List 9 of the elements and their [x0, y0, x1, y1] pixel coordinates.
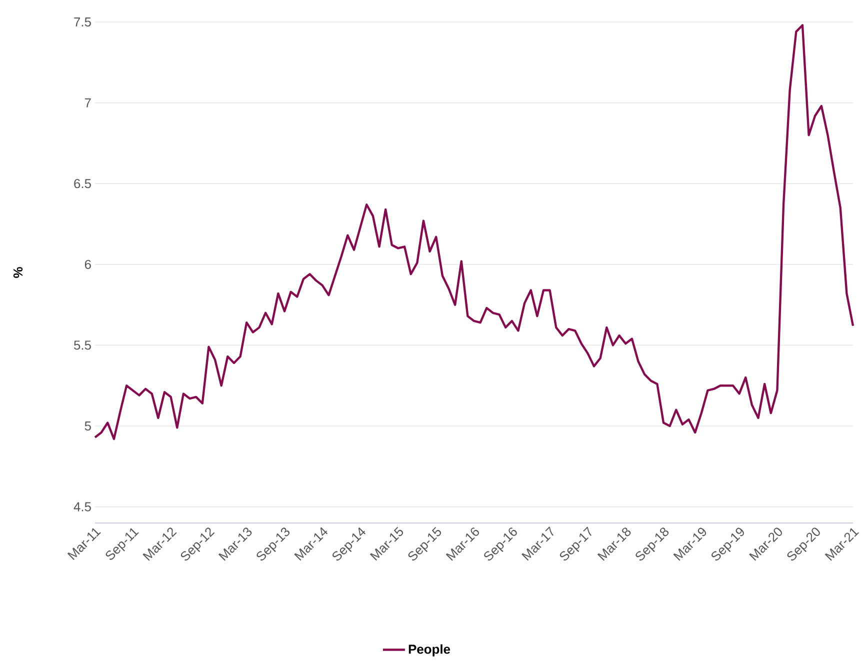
y-tick-label: 6 — [84, 260, 91, 269]
y-tick-label: 7 — [84, 98, 91, 108]
y-tick-label: 6.5 — [74, 179, 91, 188]
y-axis-title: % — [13, 267, 23, 278]
y-tick-label: 5.5 — [74, 340, 91, 350]
y-tick-label: 4.5 — [74, 502, 91, 512]
legend-label: People — [408, 644, 450, 656]
y-tick-label: 7.5 — [74, 17, 91, 27]
y-tick-label: 5 — [84, 422, 91, 431]
